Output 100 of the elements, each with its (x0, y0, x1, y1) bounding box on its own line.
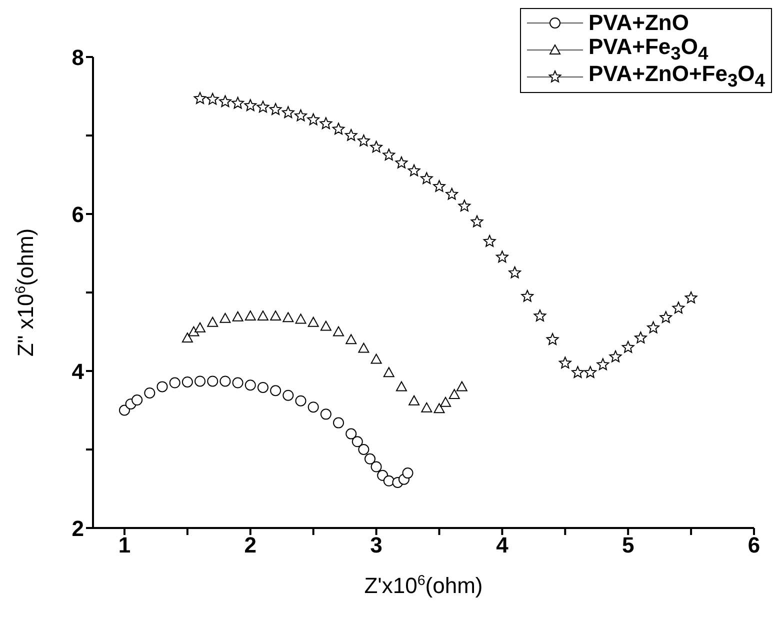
point (352, 436, 363, 448)
point (470, 215, 484, 228)
point (182, 332, 193, 343)
point (295, 395, 306, 406)
x-axis-title: Z'x10$^{6}$(ohm) (364, 573, 483, 598)
point (308, 402, 319, 413)
point (182, 376, 193, 388)
point (440, 396, 452, 407)
point (346, 334, 357, 344)
point (433, 180, 446, 192)
point (244, 380, 256, 391)
point (408, 164, 420, 176)
point (257, 310, 268, 321)
point (320, 320, 332, 331)
point (232, 377, 244, 388)
y-tick-label: 4 (72, 358, 85, 384)
point (434, 403, 445, 414)
point (269, 103, 282, 115)
point (320, 408, 332, 420)
point (232, 311, 244, 322)
legend-label: PVA+Fe$_{3}$O$_{4}$ (588, 34, 708, 64)
x-tick-label: 1 (118, 532, 131, 558)
point (420, 172, 433, 184)
point (421, 402, 432, 412)
x-tick-label: 6 (748, 532, 760, 558)
point (270, 385, 282, 396)
point (206, 92, 219, 105)
point (358, 342, 370, 353)
point (295, 314, 306, 324)
legend-label: PVA+ZnO (588, 10, 689, 36)
point (232, 96, 244, 109)
y-tick-label: 6 (72, 202, 84, 227)
point (458, 200, 471, 212)
point (370, 354, 382, 364)
point (408, 395, 420, 406)
point (144, 387, 156, 398)
point (672, 302, 685, 314)
point (332, 122, 345, 135)
point (244, 99, 257, 112)
point (647, 321, 660, 334)
point (402, 468, 414, 479)
x-tick-label: 4 (496, 532, 510, 558)
point (383, 367, 394, 378)
point (446, 188, 458, 200)
point (282, 312, 294, 322)
point (220, 312, 231, 323)
point (383, 475, 394, 486)
point (194, 92, 206, 104)
point (307, 113, 320, 126)
point (558, 356, 572, 369)
point (534, 310, 546, 322)
point (508, 266, 521, 278)
point (572, 366, 584, 378)
point (622, 340, 634, 353)
point (169, 377, 180, 388)
point (132, 394, 143, 406)
point (546, 333, 559, 345)
point (609, 350, 622, 362)
point (294, 109, 307, 122)
point (448, 389, 460, 400)
point (256, 100, 270, 113)
point (194, 322, 206, 332)
y-tick-label: 2 (72, 516, 84, 541)
point (370, 140, 382, 153)
point (218, 95, 232, 108)
point (370, 461, 382, 472)
point (344, 129, 358, 141)
x-tick-label: 2 (244, 532, 257, 558)
point (596, 358, 610, 370)
point (308, 316, 319, 327)
point (684, 291, 698, 304)
point (244, 310, 256, 321)
point (194, 376, 206, 387)
point (396, 381, 407, 392)
point (282, 390, 294, 401)
point (357, 134, 370, 146)
point (483, 234, 496, 247)
point (521, 290, 534, 302)
point (257, 382, 268, 393)
point (188, 326, 200, 336)
point (364, 453, 376, 464)
point (207, 376, 218, 387)
point (358, 444, 370, 455)
point (270, 310, 282, 321)
point (156, 381, 168, 392)
x-tick-label: 3 (370, 532, 382, 558)
point (634, 332, 647, 344)
point (346, 428, 357, 440)
point (584, 366, 597, 378)
point (333, 417, 344, 428)
y-tick-label: 8 (72, 44, 84, 70)
point (382, 148, 396, 160)
point (333, 326, 344, 336)
point (220, 376, 231, 387)
point (456, 381, 468, 392)
legend-label: PVA+ZnO+Fe$_{3}$O$_{4}$ (588, 61, 765, 92)
point (395, 156, 408, 168)
point (496, 250, 508, 263)
point (207, 316, 218, 327)
point (118, 404, 130, 416)
